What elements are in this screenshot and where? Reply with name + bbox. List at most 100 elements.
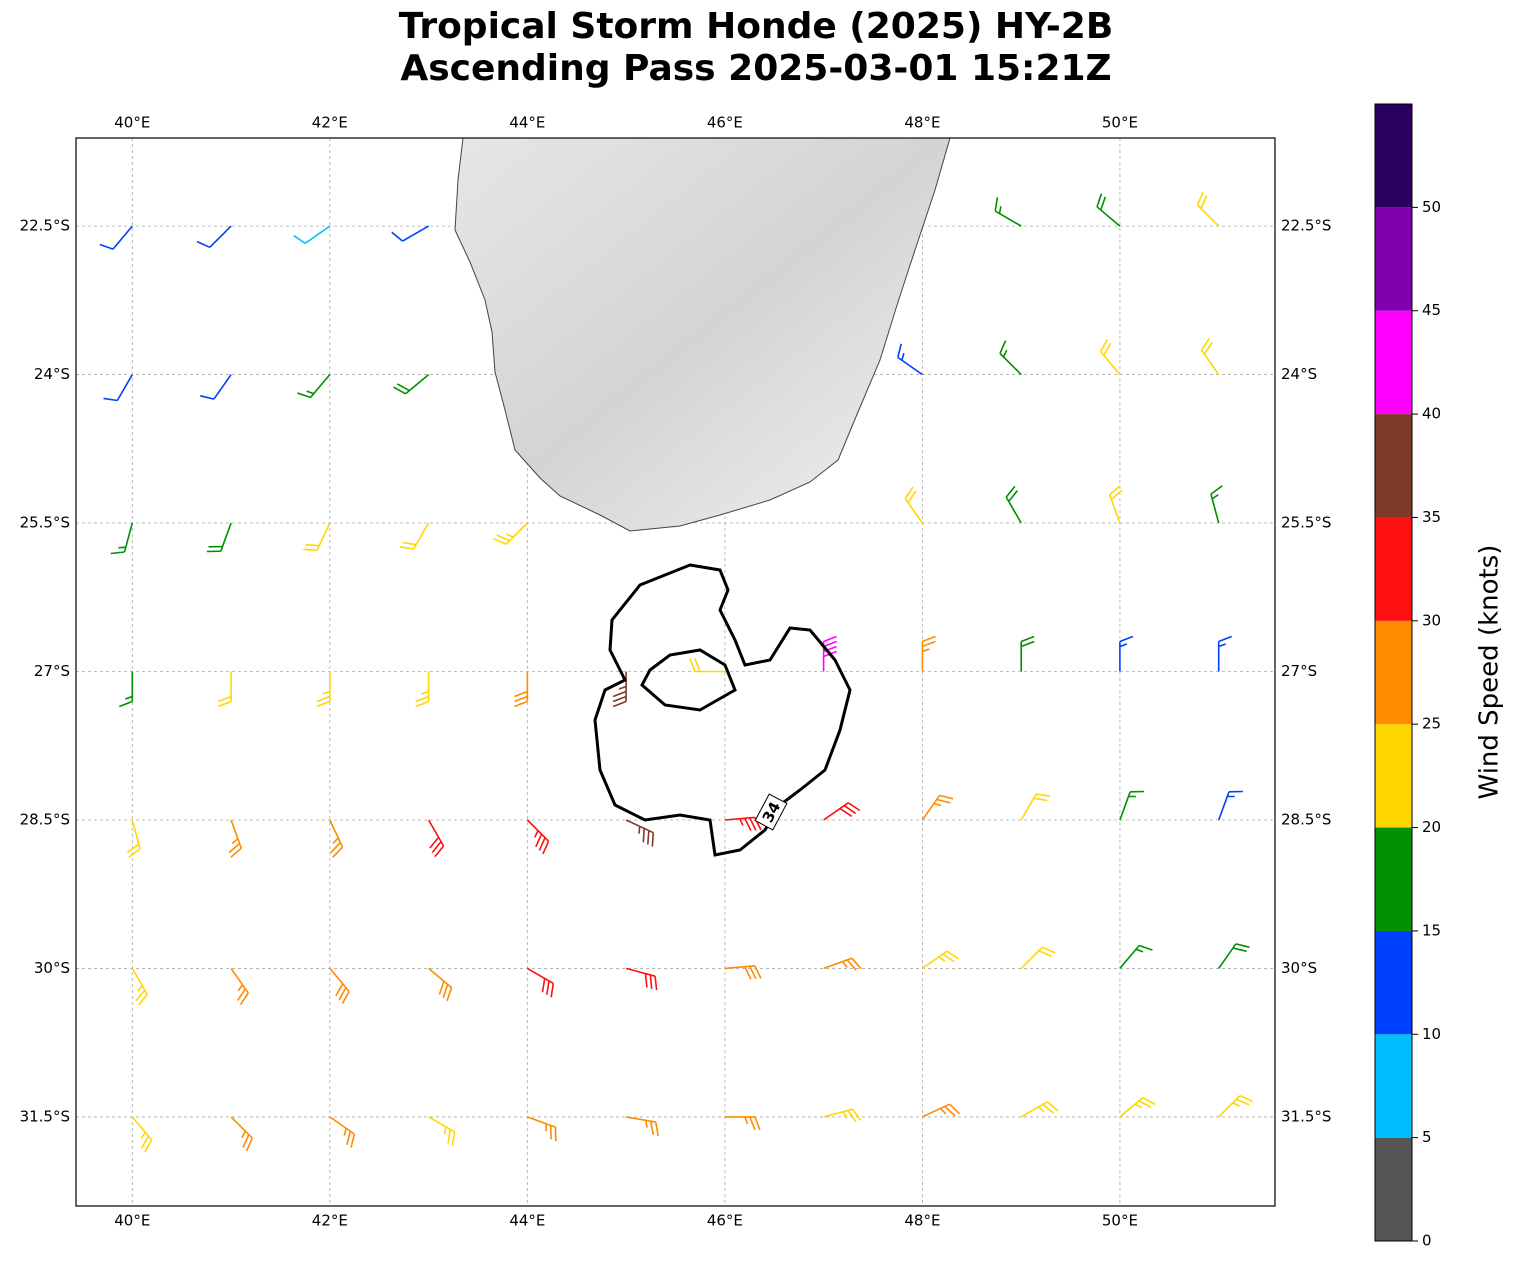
wind-barb [1020,793,1051,821]
colorbar-segment [1375,414,1412,518]
y-tick-label: 25.5°S [20,514,70,532]
colorbar-segment [1375,1137,1412,1241]
colorbar-tick-label: 5 [1422,1128,1432,1146]
madagascar-land [454,138,951,532]
contour-34kt [593,563,852,857]
colorbar-segment [1375,620,1412,725]
wind-barb [625,819,655,847]
wind-barb [1020,1101,1059,1118]
wind-barb [131,968,148,1006]
colorbar-segment [1375,827,1412,931]
wind-barb [329,819,344,858]
title-line: Ascending Pass 2025-03-01 15:21Z [400,48,1111,89]
colorbar-segment [1375,724,1412,828]
wind-barb [612,671,627,708]
x-tick-label: 42°E [312,1212,348,1230]
colorbar-tick-label: 25 [1422,715,1441,733]
colorbar-tick-label: 35 [1422,508,1441,526]
wind-barb [724,1116,761,1131]
wind-barb [493,522,528,545]
y-tick-label: 27°S [34,662,70,680]
x-tick-label: 40°E [114,1212,150,1230]
colorbar-label: Wind Speed (knots) [1475,545,1505,800]
y-tick-label: 30°S [1281,959,1317,977]
x-tick-label: 50°E [1102,114,1138,132]
wind-barb [822,635,837,672]
wind-barb [293,225,331,244]
wind-barb [297,374,331,399]
wind-barb [196,225,232,249]
wind-barb [329,967,350,1004]
wind-barb [99,225,133,250]
wind-barb [399,522,430,550]
wind-barb [1096,193,1121,227]
x-tick-label: 46°E [707,1212,743,1230]
y-tick-label: 22.5°S [1281,217,1331,235]
wind-barb [1119,635,1134,672]
y-tick-label: 24°S [34,365,70,383]
x-tick-label: 48°E [904,114,940,132]
barbs [99,191,1253,1153]
x-tick-label: 42°E [312,114,348,132]
wind-barb [1218,943,1250,969]
colorbar-tick-label: 50 [1422,198,1441,216]
wind-barb [1119,790,1145,821]
wind-barb [921,950,959,970]
wind-barb [110,522,134,555]
y-tick-label: 24°S [1281,365,1317,383]
contour-label-box [754,793,788,831]
wind-barb [1020,635,1035,672]
wind-barb [625,967,658,991]
y-tick-label: 25.5°S [1281,514,1331,532]
wind-barb [823,957,862,971]
wind-barb [724,965,762,980]
wind-barb [999,340,1022,376]
wind-barb [904,486,924,524]
wind-barb [897,343,923,376]
wind-barb [922,1103,961,1118]
wind-barb [1210,485,1223,524]
x-tick-label: 44°E [509,114,545,132]
colorbar-tick-label: 10 [1422,1025,1441,1043]
axis-ticks: 40°E 40°E 42°E 42°E 44°E 44°E 46°E 46°E 48°E 48°E… [20,114,1332,1230]
y-tick-label: 22.5°S [20,217,70,235]
wind-barb [230,1116,254,1152]
wind-barb [823,802,861,821]
wind-barb [230,967,249,1006]
y-tick-label: 31.5°S [20,1107,70,1125]
wind-barb [1119,1096,1156,1118]
colorbar-tick-label: 20 [1422,818,1441,836]
colorbar-segment [1375,310,1412,415]
wind-barb [131,1116,153,1153]
colorbar-segment [1375,104,1412,208]
wind-barb [1217,790,1243,821]
y-tick-label: 28.5°S [1281,810,1331,828]
contour-label-group: 34 [754,793,788,831]
wind-barb [526,819,550,855]
colorbar-tick-label: 30 [1422,611,1441,629]
y-tick-label: 31.5°S [1281,1107,1331,1125]
wind-barb [625,1116,660,1136]
title-line: Tropical Storm Honde (2025) HY-2B [399,6,1114,47]
wind-barb [1099,339,1121,376]
y-tick-label: 28.5°S [20,810,70,828]
wind-barb [103,374,133,402]
wind-barb [316,671,331,708]
x-tick-label: 50°E [1102,1212,1138,1230]
wind-barb [228,819,243,858]
wind-barb [921,794,954,821]
wind-barb [206,522,232,553]
wind-barb [527,1116,557,1142]
colorbar-frame [1374,103,1413,1242]
wind-barb [724,816,762,832]
wind-barb [127,819,141,858]
wind-barb [303,522,331,551]
wind-barb [428,1116,456,1146]
colorbar-tick-label: 45 [1422,301,1441,319]
wind-barb [329,1116,356,1148]
wind-barb [823,1108,862,1123]
y-tick-label: 27°S [1281,662,1317,680]
wind-barb [119,671,134,708]
colorbar-segment [1375,517,1412,621]
